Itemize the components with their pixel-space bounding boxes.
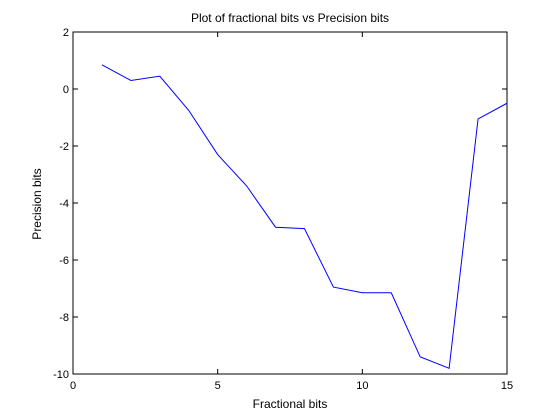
y-tick-label: -8 <box>59 312 69 324</box>
series-layer <box>101 64 508 370</box>
y-axis: 2 0 -2 -4 -6 -8 -10 <box>53 27 507 381</box>
y-tick-label: -6 <box>59 255 69 267</box>
x-tick-label: 10 <box>356 380 368 392</box>
y-tick-label: -10 <box>53 369 69 381</box>
plot-area <box>72 31 508 375</box>
y-tick-label: 0 <box>63 84 69 96</box>
x-axis: 0 5 10 15 <box>70 32 513 392</box>
x-tick-label: 15 <box>501 380 513 392</box>
y-axis-label: Precision bits <box>30 168 44 239</box>
y-tick-label: -2 <box>59 141 69 153</box>
y-tick-label: 2 <box>63 27 69 39</box>
y-tick-label: -4 <box>59 198 69 210</box>
x-tick-label: 5 <box>215 380 221 392</box>
chart-title: Plot of fractional bits vs Precision bit… <box>191 11 389 25</box>
x-axis-label: Fractional bits <box>253 397 328 411</box>
plot-box <box>72 31 508 375</box>
x-tick-label: 0 <box>70 380 76 392</box>
